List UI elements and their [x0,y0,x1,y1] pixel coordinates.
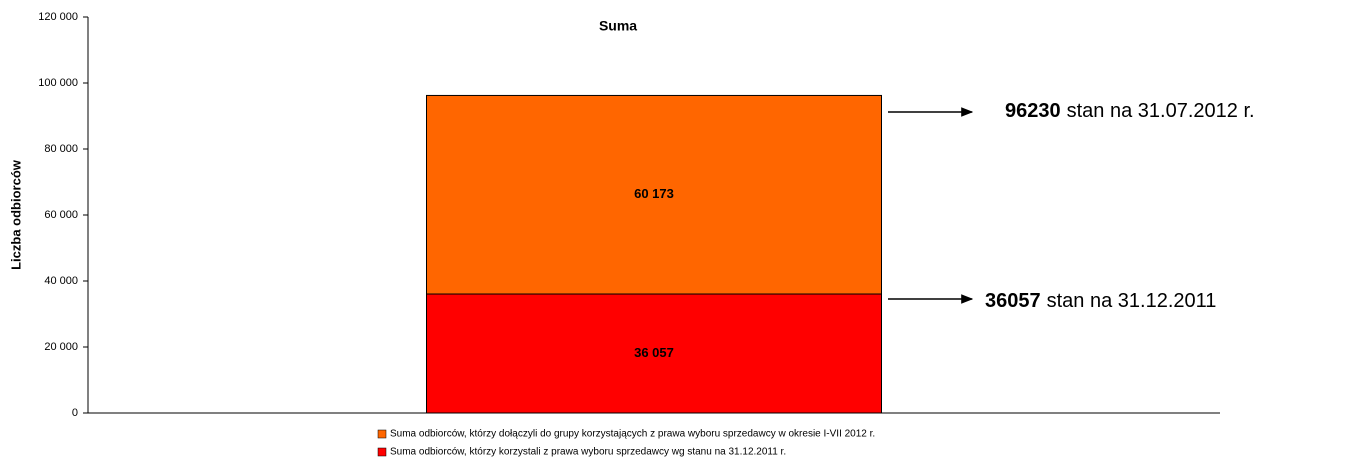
y-tick-label: 0 [72,407,78,419]
y-tick-label: 80 000 [44,143,78,155]
y-axis-label: Liczba odbiorców [8,159,23,270]
legend-swatch [377,447,387,457]
bar-segment [426,293,882,414]
legend-label: Suma odbiorców, którzy korzystali z praw… [390,447,786,458]
annotation-text: stan na 31.12.2011 [1047,290,1217,312]
y-tick-label: 20 000 [44,341,78,353]
y-tick-label: 120 000 [38,11,78,23]
annotation: 96230 stan na 31.07.2012 r. [1005,100,1255,122]
annotation-text: stan na 31.07.2012 r. [1067,100,1255,122]
legend-swatch [377,429,387,439]
bar-segment [426,94,882,295]
annotation-bold: 36057 [985,290,1041,312]
annotation-bold: 96230 [1005,100,1061,122]
data-label: 36 057 [634,345,674,360]
data-label: 60 173 [634,186,674,201]
annotation: 36057 stan na 31.12.2011 [985,290,1216,312]
chart-title: Suma [599,18,637,34]
legend-label: Suma odbiorców, którzy dołączyli do grup… [390,429,875,440]
y-tick-label: 40 000 [44,275,78,287]
y-tick-label: 100 000 [38,77,78,89]
y-tick-label: 60 000 [44,209,78,221]
